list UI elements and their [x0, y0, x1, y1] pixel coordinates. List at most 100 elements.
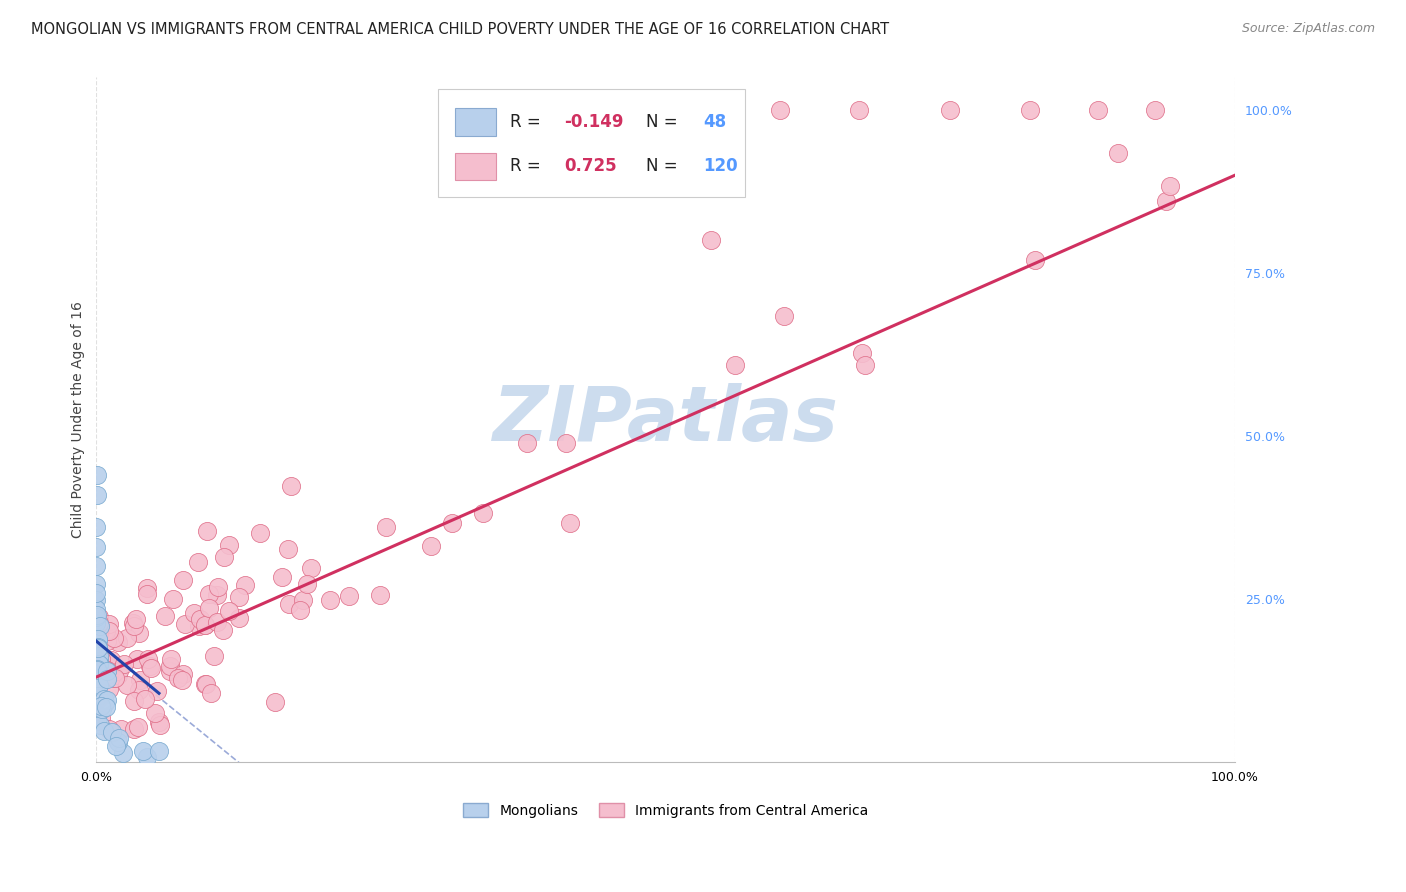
Point [228, 590, 250, 604]
Point [86, 707, 108, 722]
Point [128, 682, 150, 697]
Point [124, 722, 146, 736]
Point [146, 684, 169, 698]
Point [853, 358, 876, 372]
Text: 0.725: 0.725 [564, 157, 617, 176]
Point [115, 678, 138, 692]
Point [1156, 194, 1178, 209]
Point [87, 616, 110, 631]
Point [86, 602, 108, 616]
Text: -0.149: -0.149 [564, 113, 624, 131]
Point [280, 479, 302, 493]
Text: R =: R = [509, 113, 546, 131]
Point [263, 695, 285, 709]
Point [139, 661, 162, 675]
Point [89, 717, 111, 731]
Text: ZIPatlas: ZIPatlas [492, 383, 838, 457]
Point [86, 657, 108, 671]
Point [555, 435, 578, 450]
Point [96, 634, 118, 648]
Text: N =: N = [647, 157, 683, 176]
Point [89, 678, 111, 692]
Point [1024, 252, 1046, 267]
Point [170, 673, 193, 687]
Point [86, 690, 108, 704]
Point [86, 487, 108, 501]
Point [97, 681, 120, 696]
Point [472, 506, 495, 520]
Point [86, 610, 108, 624]
Point [319, 592, 342, 607]
Point [87, 648, 110, 663]
Point [194, 618, 217, 632]
Point [1087, 103, 1109, 117]
Point [159, 665, 181, 679]
Point [198, 587, 221, 601]
Point [515, 435, 537, 450]
Y-axis label: Child Poverty Under the Age of 16: Child Poverty Under the Age of 16 [72, 301, 86, 538]
Point [148, 744, 170, 758]
Point [94, 699, 117, 714]
Point [301, 561, 323, 575]
Point [87, 640, 110, 654]
Point [122, 616, 145, 631]
Point [249, 526, 271, 541]
Text: 120: 120 [703, 157, 738, 176]
Point [90, 702, 112, 716]
Point [87, 625, 110, 640]
Point [1144, 103, 1167, 117]
Point [96, 664, 118, 678]
Point [368, 588, 391, 602]
Text: R =: R = [509, 157, 546, 176]
Point [87, 657, 110, 672]
Point [138, 659, 160, 673]
Point [160, 652, 183, 666]
Point [773, 309, 796, 323]
Point [149, 718, 172, 732]
Point [90, 711, 112, 725]
Point [87, 644, 110, 658]
Point [89, 610, 111, 624]
Point [200, 686, 222, 700]
Point [700, 233, 723, 247]
Point [207, 615, 229, 630]
Point [98, 667, 121, 681]
Point [228, 611, 250, 625]
Point [101, 724, 124, 739]
Point [86, 540, 108, 554]
Point [441, 516, 464, 530]
Point [86, 663, 108, 677]
Point [198, 601, 221, 615]
Point [87, 641, 110, 656]
Point [292, 593, 315, 607]
Point [108, 731, 131, 745]
Point [148, 715, 170, 730]
Point [97, 624, 120, 639]
Point [202, 648, 225, 663]
Point [86, 592, 108, 607]
Point [90, 652, 112, 666]
Point [135, 581, 157, 595]
Point [103, 632, 125, 646]
Point [295, 576, 318, 591]
Point [768, 103, 790, 117]
Point [194, 617, 217, 632]
Point [124, 694, 146, 708]
Point [132, 743, 155, 757]
Text: N =: N = [647, 113, 683, 131]
Point [1107, 146, 1129, 161]
Point [105, 739, 128, 753]
Point [87, 675, 110, 690]
Point [135, 750, 157, 764]
Point [939, 103, 962, 117]
Point [188, 618, 211, 632]
Text: MONGOLIAN VS IMMIGRANTS FROM CENTRAL AMERICA CHILD POVERTY UNDER THE AGE OF 16 C: MONGOLIAN VS IMMIGRANTS FROM CENTRAL AME… [31, 22, 889, 37]
Point [86, 617, 108, 632]
Point [125, 652, 148, 666]
Point [136, 652, 159, 666]
Point [337, 589, 360, 603]
Point [86, 577, 108, 591]
Point [110, 722, 132, 736]
Point [87, 633, 110, 648]
Point [166, 671, 188, 685]
